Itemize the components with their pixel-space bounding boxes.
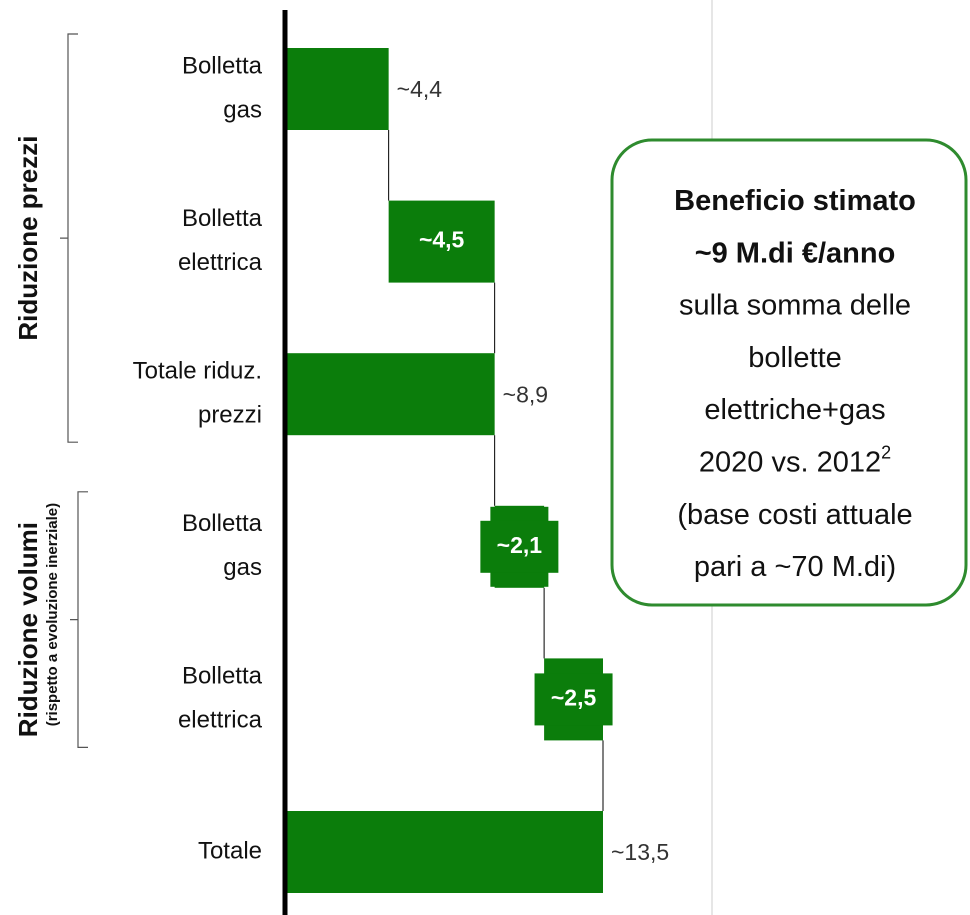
value-label: ~4,4 <box>397 76 443 102</box>
group-label: Riduzione volumi <box>13 522 43 737</box>
label-box <box>480 520 559 573</box>
footnote-mark: 2 <box>881 442 891 462</box>
group-bracket <box>70 491 88 748</box>
category-label: elettrica <box>178 249 263 276</box>
category-label: Totale riduz. <box>133 358 262 385</box>
value-label: ~4,5 <box>419 227 465 253</box>
category-label: Bolletta <box>182 663 263 690</box>
value-label: ~2,1 <box>497 532 543 558</box>
plot: ~4,4 Bolletta gas ~4,5 Bolletta elettrica ~8,9… <box>13 33 968 893</box>
category-label: gas <box>223 554 262 581</box>
group-label: Riduzione prezzi <box>13 136 43 341</box>
callout-line: Beneficio stimato <box>674 185 916 217</box>
category-label: Bolletta <box>182 510 263 537</box>
category-label: prezzi <box>198 402 262 429</box>
callout-text: 2020 vs. 2012 <box>699 446 881 478</box>
callout-line: ~9 M.di €/anno <box>695 237 896 269</box>
callout-text: (base costi attuale <box>677 498 912 530</box>
callout-text: ~9 M.di €/anno <box>695 237 896 269</box>
bar <box>388 200 495 283</box>
callout-box <box>610 138 968 607</box>
callout-line: pari a ~70 M.di) <box>694 551 896 583</box>
category-label: elettrica <box>178 707 263 734</box>
category-label: Totale <box>198 837 262 864</box>
value-label: ~8,9 <box>503 381 548 407</box>
category-label: Bolletta <box>182 52 263 79</box>
callout-text: elettriche+gas <box>704 394 885 426</box>
callout-text: Beneficio stimato <box>674 185 916 217</box>
callout-line: bollette <box>748 342 842 374</box>
category-label: gas <box>223 96 262 123</box>
callout-text: pari a ~70 M.di) <box>694 551 896 583</box>
bar <box>285 48 389 130</box>
callout-line: elettriche+gas <box>704 394 885 426</box>
label-box <box>534 673 613 726</box>
callout-text: bollette <box>748 342 842 374</box>
group-bracket <box>60 33 78 443</box>
value-label: ~2,5 <box>551 684 597 710</box>
callout-line: 2020 vs. 20122 <box>699 442 891 478</box>
callout-text: sulla somma delle <box>679 289 911 321</box>
callout-line: (base costi attuale <box>677 498 912 530</box>
callout-line: sulla somma delle <box>679 289 911 321</box>
group-sublabel: (rispetto a evoluzione inerziale) <box>44 503 61 726</box>
category-label: Bolletta <box>182 205 263 232</box>
value-label: ~13,5 <box>611 839 669 865</box>
bar <box>285 353 495 436</box>
bar <box>285 811 603 893</box>
